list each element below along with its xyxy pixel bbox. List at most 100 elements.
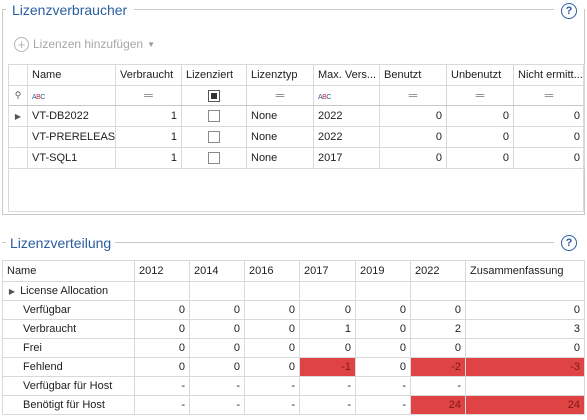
cell-value[interactable]: - [134, 395, 190, 415]
cell-value[interactable]: 0 [355, 319, 411, 339]
checkbox[interactable] [208, 110, 220, 123]
cell-value[interactable]: 0 [465, 338, 585, 358]
table-row[interactable]: Verfügbar 0 0 0 0 0 0 0 [2, 300, 585, 320]
cell-value[interactable]: 0 [355, 300, 411, 320]
cell-value[interactable]: 0 [355, 357, 411, 377]
cell-lizenziert[interactable] [181, 105, 247, 127]
cell-value[interactable]: 0 [299, 300, 356, 320]
filter-lizenztyp[interactable]: ═ [246, 85, 314, 106]
col-2012[interactable]: 2012 [134, 260, 190, 282]
cell-value[interactable]: - [244, 395, 300, 415]
cell-lizenztyp[interactable]: None [246, 105, 314, 127]
col-name[interactable]: Name [2, 260, 135, 282]
table-row[interactable]: Frei 0 0 0 0 0 0 0 [2, 338, 585, 358]
cell-max-version[interactable]: 2022 [313, 105, 380, 127]
cell-unbenutzt[interactable]: 0 [446, 105, 514, 127]
cell-value[interactable]: 0 [189, 338, 245, 358]
add-licences-button[interactable]: + Lizenzen hinzufügen ▼ [14, 35, 155, 53]
cell-lizenztyp[interactable]: None [246, 147, 314, 169]
cell-name[interactable]: VT-SQL1 [27, 147, 116, 169]
cell-verbraucht[interactable]: 1 [115, 126, 182, 148]
col-max-version[interactable]: Max. Vers... [313, 64, 380, 86]
filter-funnel-icon[interactable]: ⚲ [8, 85, 28, 106]
col-2014[interactable]: 2014 [189, 260, 245, 282]
cell-value[interactable]: - [244, 376, 300, 396]
cell-value[interactable]: 0 [134, 338, 190, 358]
table-row[interactable]: VT-SQL1 1 None 2017 0 0 0 [8, 147, 585, 169]
help-icon[interactable]: ? [561, 3, 577, 19]
cell-value-missing[interactable]: -1 [299, 357, 356, 377]
cell-value[interactable]: 0 [134, 319, 190, 339]
cell-verbraucht[interactable]: 1 [115, 105, 182, 127]
cell-name[interactable]: VT-DB2022 [27, 105, 116, 127]
cell-value[interactable]: 1 [299, 319, 356, 339]
cell-value[interactable]: - [355, 395, 411, 415]
cell-unbenutzt[interactable]: 0 [446, 126, 514, 148]
col-2019[interactable]: 2019 [355, 260, 411, 282]
cell-value[interactable]: - [299, 395, 356, 415]
cell-nicht-ermittelt[interactable]: 0 [513, 105, 585, 127]
cell-value[interactable]: 0 [410, 338, 466, 358]
cell-value[interactable]: 0 [244, 319, 300, 339]
col-verbraucht[interactable]: Verbraucht [115, 64, 182, 86]
cell-value[interactable]: - [189, 395, 245, 415]
expand-arrow-icon[interactable]: ▶ [8, 287, 16, 296]
table-row[interactable]: ▶ VT-DB2022 1 None 2022 0 0 0 [8, 105, 585, 127]
col-lizenztyp[interactable]: Lizenztyp [246, 64, 314, 86]
cell-value[interactable]: 0 [189, 319, 245, 339]
filter-lizenziert[interactable] [181, 85, 247, 106]
cell-value[interactable]: 0 [134, 300, 190, 320]
col-nicht-ermittelt[interactable]: Nicht ermitt... [513, 64, 585, 86]
table-row[interactable]: Verfügbar für Host - - - - - - [2, 376, 585, 396]
table-row[interactable]: Benötigt für Host - - - - - 24 24 [2, 395, 585, 415]
cell-value-missing[interactable]: 24 [465, 395, 585, 415]
cell-benutzt[interactable]: 0 [379, 126, 447, 148]
col-name[interactable]: Name [27, 64, 116, 86]
cell-value[interactable]: - [299, 376, 356, 396]
cell-verbraucht[interactable]: 1 [115, 147, 182, 169]
cell-value[interactable]: 0 [299, 338, 356, 358]
cell-name[interactable]: VT-PRERELEASE [27, 126, 116, 148]
group-row[interactable]: ▶ License Allocation [2, 281, 585, 301]
col-zusammenfassung[interactable]: Zusammenfassung [465, 260, 585, 282]
cell-value[interactable]: - [134, 376, 190, 396]
cell-value[interactable]: 0 [244, 300, 300, 320]
cell-value[interactable]: 0 [189, 357, 245, 377]
cell-value[interactable]: 0 [355, 338, 411, 358]
col-2016[interactable]: 2016 [244, 260, 300, 282]
cell-benutzt[interactable]: 0 [379, 105, 447, 127]
cell-nicht-ermittelt[interactable]: 0 [513, 147, 585, 169]
col-2022[interactable]: 2022 [410, 260, 466, 282]
col-lizenziert[interactable]: Lizenziert [181, 64, 247, 86]
filter-max-version[interactable]: ABC [313, 85, 380, 106]
help-icon[interactable]: ? [561, 235, 577, 251]
cell-value[interactable]: - [189, 376, 245, 396]
filter-nicht-ermittelt[interactable]: ═ [513, 85, 585, 106]
group-header[interactable]: ▶ License Allocation [2, 281, 135, 301]
cell-value-missing[interactable]: 24 [410, 395, 466, 415]
cell-max-version[interactable]: 2022 [313, 126, 380, 148]
checkbox[interactable] [208, 152, 220, 165]
col-benutzt[interactable]: Benutzt [379, 64, 447, 86]
col-unbenutzt[interactable]: Unbenutzt [446, 64, 514, 86]
filter-verbraucht[interactable]: ═ [115, 85, 182, 106]
col-2017[interactable]: 2017 [299, 260, 356, 282]
cell-value[interactable]: 3 [465, 319, 585, 339]
table-row[interactable]: Verbraucht 0 0 0 1 0 2 3 [2, 319, 585, 339]
filter-benutzt[interactable]: ═ [379, 85, 447, 106]
cell-value[interactable]: 0 [244, 357, 300, 377]
cell-max-version[interactable]: 2017 [313, 147, 380, 169]
cell-value[interactable]: - [355, 376, 411, 396]
cell-value[interactable] [465, 376, 585, 396]
cell-value[interactable]: 0 [465, 300, 585, 320]
table-row[interactable]: VT-PRERELEASE 1 None 2022 0 0 0 [8, 126, 585, 148]
cell-lizenziert[interactable] [181, 126, 247, 148]
cell-value[interactable]: 0 [189, 300, 245, 320]
cell-value[interactable]: - [410, 376, 466, 396]
cell-value[interactable]: 2 [410, 319, 466, 339]
cell-value[interactable]: 0 [244, 338, 300, 358]
cell-nicht-ermittelt[interactable]: 0 [513, 126, 585, 148]
cell-value[interactable]: 0 [410, 300, 466, 320]
cell-unbenutzt[interactable]: 0 [446, 147, 514, 169]
cell-value-missing[interactable]: -3 [465, 357, 585, 377]
